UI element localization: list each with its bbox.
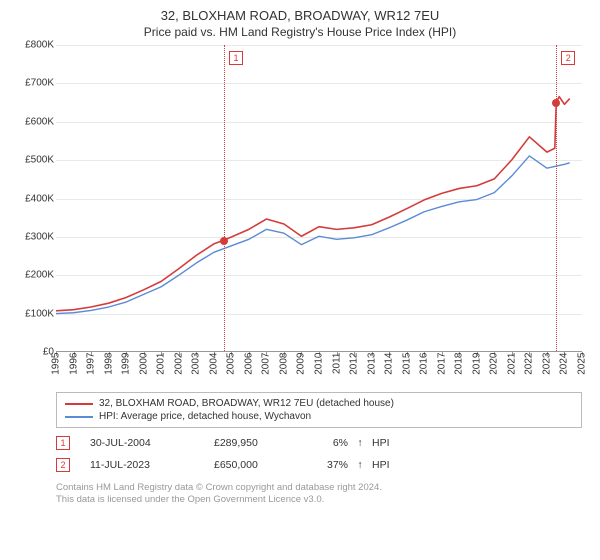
- x-axis-label: 2004: [208, 353, 219, 389]
- page-subtitle: Price paid vs. HM Land Registry's House …: [12, 25, 588, 39]
- legend: 32, BLOXHAM ROAD, BROADWAY, WR12 7EU (de…: [56, 392, 582, 428]
- y-axis-label: £500K: [12, 155, 54, 166]
- legend-label-property: 32, BLOXHAM ROAD, BROADWAY, WR12 7EU (de…: [99, 398, 394, 409]
- x-axis-label: 2010: [314, 353, 325, 389]
- x-axis-label: 2021: [506, 353, 517, 389]
- x-axis-label: 1997: [86, 353, 97, 389]
- y-axis-label: £0: [12, 347, 54, 358]
- x-axis-label: 2011: [331, 353, 342, 389]
- x-axis-label: 2024: [559, 353, 570, 389]
- x-axis-label: 2025: [577, 353, 588, 389]
- marker-dot: [220, 237, 228, 245]
- marker-label: 1: [229, 51, 243, 65]
- sale-row: 1 30-JUL-2004 £289,950 6% ↑ HPI: [56, 436, 588, 450]
- x-axis-label: 1996: [68, 353, 79, 389]
- sale-date: 11-JUL-2023: [90, 459, 210, 471]
- x-axis-label: 2022: [524, 353, 535, 389]
- sale-relative-pct: 37%: [308, 459, 348, 471]
- sale-marker-id: 1: [56, 436, 70, 450]
- x-axis-label: 2006: [243, 353, 254, 389]
- sale-price: £650,000: [214, 459, 304, 471]
- legend-swatch-hpi: [65, 416, 93, 418]
- x-axis-label: 1995: [51, 353, 62, 389]
- x-axis-label: 2016: [419, 353, 430, 389]
- x-axis-label: 2015: [401, 353, 412, 389]
- y-axis-label: £700K: [12, 78, 54, 89]
- marker-label: 2: [561, 51, 575, 65]
- series-property: [56, 97, 570, 311]
- y-axis-label: £100K: [12, 308, 54, 319]
- sale-hpi-label: HPI: [372, 459, 390, 471]
- sale-row: 2 11-JUL-2023 £650,000 37% ↑ HPI: [56, 458, 588, 472]
- sale-hpi-label: HPI: [372, 437, 390, 449]
- x-axis-label: 2020: [489, 353, 500, 389]
- price-chart: 1 2 £0 £100K £200K £300K £400K £500K £600K £700K…: [12, 45, 588, 390]
- x-axis-label: 2005: [226, 353, 237, 389]
- x-axis-label: 2014: [384, 353, 395, 389]
- marker-vline: [556, 45, 557, 351]
- x-axis-label: 2023: [541, 353, 552, 389]
- x-axis-label: 2002: [173, 353, 184, 389]
- x-axis-label: 2013: [366, 353, 377, 389]
- x-axis-label: 2003: [191, 353, 202, 389]
- x-axis-label: 2001: [156, 353, 167, 389]
- x-axis-label: 2007: [261, 353, 272, 389]
- sale-relative-pct: 6%: [308, 437, 348, 449]
- x-axis-label: 2019: [471, 353, 482, 389]
- y-axis-label: £300K: [12, 231, 54, 242]
- x-axis-label: 2009: [296, 353, 307, 389]
- page-title: 32, BLOXHAM ROAD, BROADWAY, WR12 7EU: [12, 8, 588, 23]
- x-axis-label: 2017: [436, 353, 447, 389]
- sale-marker-id: 2: [56, 458, 70, 472]
- footnote-line-1: Contains HM Land Registry data © Crown c…: [56, 482, 588, 494]
- y-axis-label: £200K: [12, 270, 54, 281]
- footnote: Contains HM Land Registry data © Crown c…: [56, 482, 588, 507]
- y-axis-label: £400K: [12, 193, 54, 204]
- x-axis-label: 2000: [138, 353, 149, 389]
- y-axis-label: £800K: [12, 40, 54, 51]
- x-axis-label: 2008: [278, 353, 289, 389]
- y-axis-label: £600K: [12, 116, 54, 127]
- footnote-line-2: This data is licensed under the Open Gov…: [56, 494, 588, 506]
- legend-label-hpi: HPI: Average price, detached house, Wych…: [99, 411, 311, 422]
- arrow-up-icon: ↑: [352, 437, 368, 449]
- x-axis-label: 2012: [349, 353, 360, 389]
- sale-date: 30-JUL-2004: [90, 437, 210, 449]
- x-axis-label: 2018: [454, 353, 465, 389]
- x-axis-label: 1998: [103, 353, 114, 389]
- marker-vline: [224, 45, 225, 351]
- sale-price: £289,950: [214, 437, 304, 449]
- x-axis-label: 1999: [121, 353, 132, 389]
- arrow-up-icon: ↑: [352, 459, 368, 471]
- marker-dot: [552, 99, 560, 107]
- legend-swatch-property: [65, 403, 93, 405]
